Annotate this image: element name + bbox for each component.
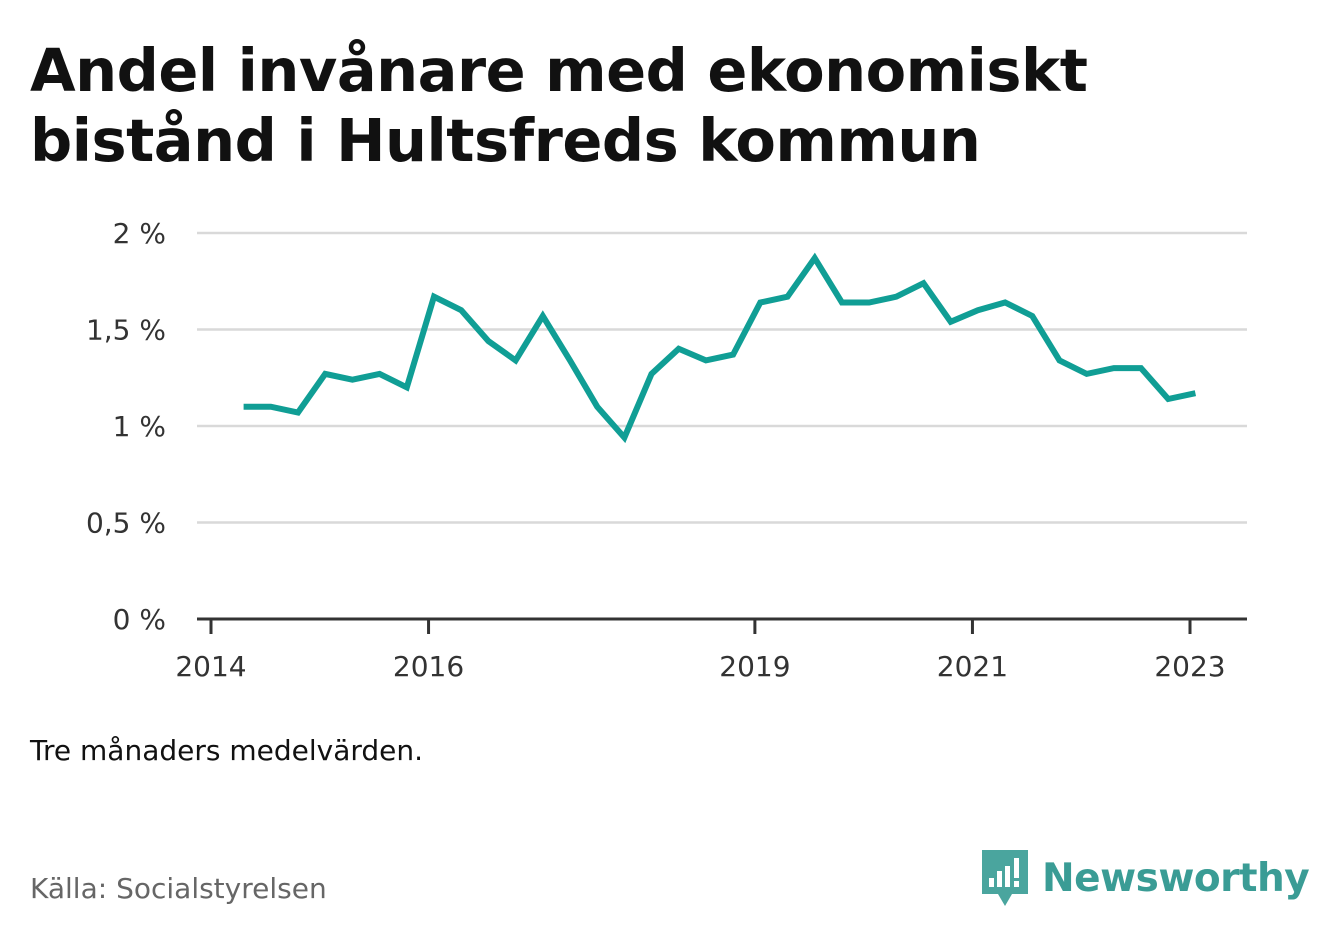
x-tick-label: 2023 — [1154, 650, 1225, 683]
brand-name: Newsworthy — [1042, 855, 1310, 901]
series-line — [243, 252, 1197, 444]
chart-title: Andel invånare med ekonomiskt bistånd i … — [30, 36, 1088, 175]
x-tick-label: 2014 — [175, 650, 246, 683]
y-axis-tick-labels: 0 % 0,5 % 1 % 1,5 % 2 % — [86, 217, 166, 636]
x-tick-label: 2021 — [937, 650, 1008, 683]
line-chart: 0 % 0,5 % 1 % 1,5 % 2 % 2014 2016 2019 2021 2023 — [86, 217, 1247, 683]
y-tick-label: 0 % — [113, 603, 166, 636]
y-tick-label: 0,5 % — [86, 507, 166, 540]
y-tick-label: 1,5 % — [86, 314, 166, 347]
x-tick-label: 2019 — [719, 650, 790, 683]
x-axis: 2014 2016 2019 2021 2023 — [175, 617, 1247, 683]
chart-note: Tre månaders medelvärden. — [30, 734, 424, 767]
y-tick-label: 1 % — [113, 410, 166, 443]
newsworthy-logo-icon — [982, 850, 1028, 906]
gridlines — [197, 231, 1247, 524]
source-text: Källa: Socialstyrelsen — [30, 872, 327, 905]
brand-logo[interactable]: Newsworthy — [980, 848, 1310, 908]
y-tick-label: 2 % — [113, 217, 166, 250]
x-tick-label: 2016 — [393, 650, 464, 683]
data-series — [243, 252, 1197, 444]
